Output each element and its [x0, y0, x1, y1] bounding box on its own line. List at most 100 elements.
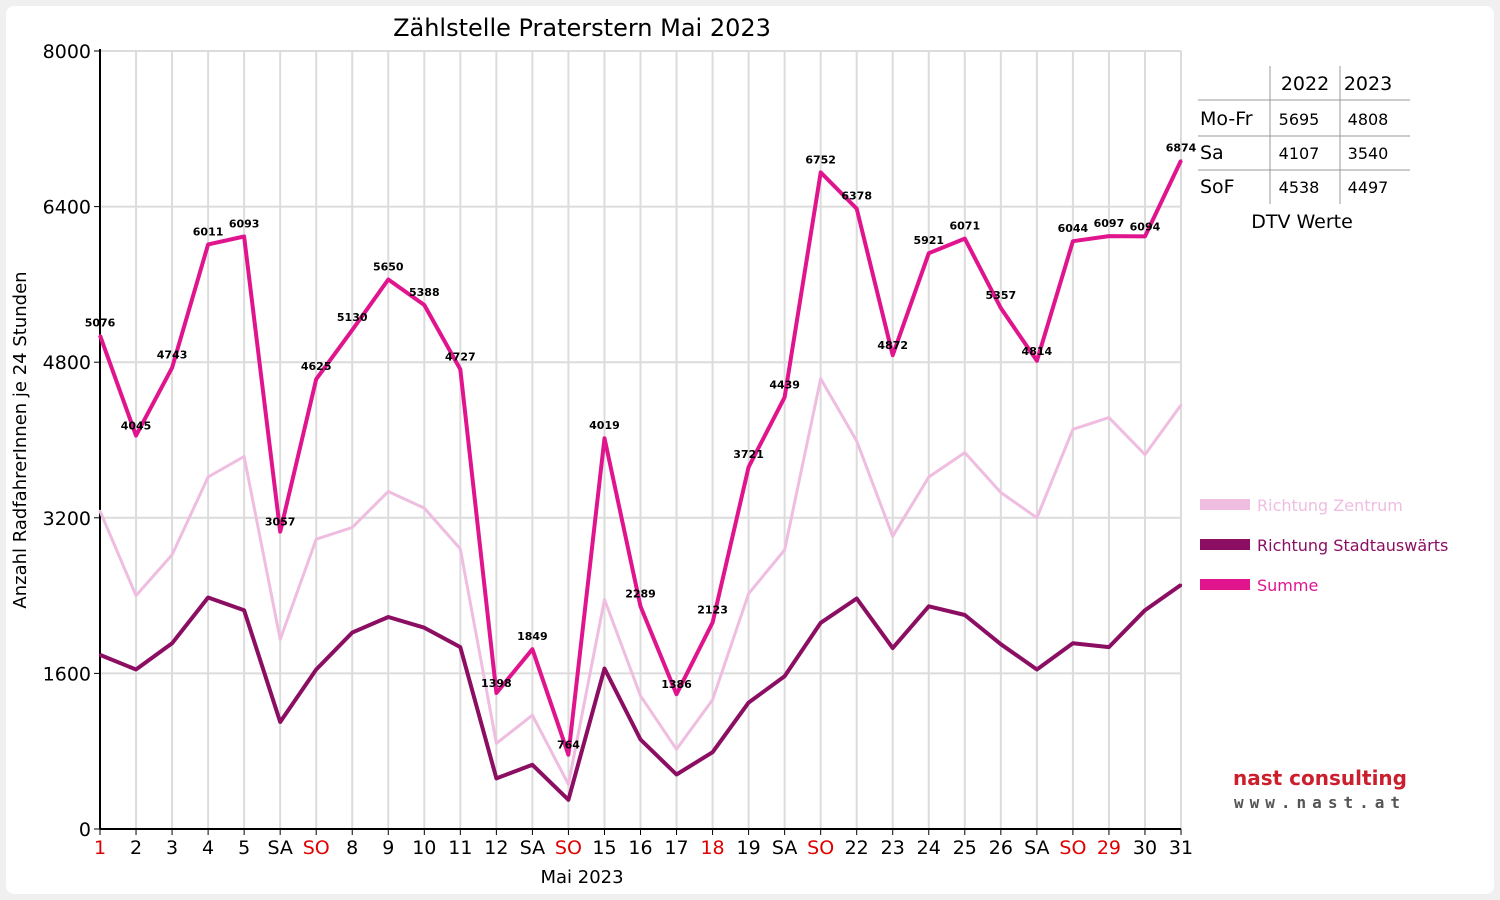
data-point [711, 750, 714, 754]
x-tick-label: 29 [1097, 837, 1121, 859]
data-point [531, 647, 534, 651]
data-label: 3057 [265, 516, 296, 529]
data-label: 6752 [805, 153, 836, 166]
data-point [567, 798, 570, 802]
data-label: 4625 [301, 360, 332, 373]
data-point [1071, 642, 1075, 645]
x-tick-label: 3 [166, 837, 178, 859]
data-point [206, 243, 210, 246]
data-point [711, 621, 714, 624]
data-point [747, 592, 750, 595]
data-point [351, 631, 354, 634]
data-label: 6093 [229, 217, 260, 230]
table-cell: 4808 [1348, 110, 1389, 129]
y-tick-label: 0 [79, 819, 91, 841]
data-point [819, 621, 822, 625]
logo-box [1200, 750, 1443, 825]
data-point [747, 465, 750, 469]
y-tick-label: 4800 [43, 352, 91, 374]
data-label: 5076 [85, 316, 116, 329]
data-label: 4743 [157, 349, 188, 362]
x-tick-label: 31 [1169, 837, 1193, 859]
data-point [206, 475, 210, 479]
data-point [278, 638, 282, 641]
data-point [242, 235, 246, 238]
data-point [315, 537, 318, 541]
data-point [1179, 403, 1183, 407]
data-point [1035, 359, 1039, 363]
x-tick-label: 26 [989, 837, 1013, 859]
y-tick-label: 8000 [43, 41, 91, 63]
data-point [98, 653, 102, 657]
data-point [1143, 235, 1147, 238]
data-label: 764 [557, 739, 580, 752]
x-axis-title: Mai 2023 [540, 867, 623, 888]
data-point [495, 777, 498, 780]
data-label: 6097 [1094, 217, 1125, 230]
data-point [927, 475, 930, 479]
table-cell: 4497 [1348, 178, 1389, 197]
data-point [891, 353, 894, 357]
table-row-label: Sa [1200, 142, 1224, 164]
table-cell: 4538 [1279, 178, 1320, 197]
data-point [927, 605, 930, 608]
legend-swatch [1200, 499, 1250, 510]
data-label: 4727 [445, 350, 476, 363]
data-point [999, 306, 1003, 310]
data-labels: 5076 4045 4743 6011 6093 3057 4625 5130 5650 5388… [85, 142, 1197, 752]
data-label: 6011 [193, 225, 224, 238]
data-label: 1849 [517, 630, 548, 643]
data-point [783, 396, 786, 399]
data-label: 5650 [373, 261, 404, 274]
data-point [170, 642, 174, 645]
data-point [963, 451, 966, 454]
data-point [495, 742, 498, 745]
data-point [603, 436, 606, 440]
data-point [639, 694, 642, 697]
x-tick-label: 15 [592, 837, 616, 859]
x-tick-label: SO [555, 837, 582, 859]
data-point [134, 594, 138, 597]
data-point [242, 455, 246, 458]
table-row-label: Mo-Fr [1200, 108, 1253, 130]
table-cell: 5695 [1279, 110, 1320, 129]
x-tick-label: SA [520, 837, 545, 859]
data-label: 5357 [986, 289, 1017, 302]
x-tick-label: 17 [664, 837, 688, 859]
chart-frame [6, 6, 1494, 894]
legend-label: Richtung Zentrum [1257, 496, 1403, 515]
data-point [675, 693, 678, 696]
data-point [711, 698, 714, 701]
data-point [855, 207, 858, 210]
x-tick-label: 9 [382, 837, 394, 859]
data-point [1071, 240, 1075, 243]
x-tick-label: 4 [202, 837, 214, 859]
legend-swatch [1200, 539, 1250, 550]
chart-title: Zählstelle Praterstern Mai 2023 [393, 14, 771, 42]
x-tick-label: 30 [1133, 837, 1157, 859]
data-point [134, 434, 138, 437]
data-label: 6094 [1130, 220, 1161, 233]
data-point [387, 615, 390, 619]
data-point [98, 509, 102, 513]
table-header: 2022 [1281, 73, 1329, 95]
data-point [315, 668, 318, 671]
data-label: 5388 [409, 286, 440, 299]
table-caption: DTV Werte [1251, 211, 1353, 233]
data-point [170, 553, 174, 556]
x-tick-label: 24 [917, 837, 941, 859]
data-label: 1398 [481, 677, 512, 690]
data-point [134, 668, 138, 671]
data-point [1107, 416, 1111, 419]
data-point [603, 667, 606, 670]
data-point [603, 598, 606, 601]
data-point [1071, 428, 1075, 431]
data-point [927, 251, 930, 255]
legend: Richtung Zentrum Richtung Stadtauswärts Su… [1200, 496, 1448, 595]
x-tick-label: 12 [484, 837, 508, 859]
table-cell: 4107 [1279, 144, 1320, 163]
data-point [351, 526, 354, 529]
data-point [1107, 234, 1111, 238]
data-label: 4872 [877, 339, 908, 352]
data-point [855, 439, 858, 443]
